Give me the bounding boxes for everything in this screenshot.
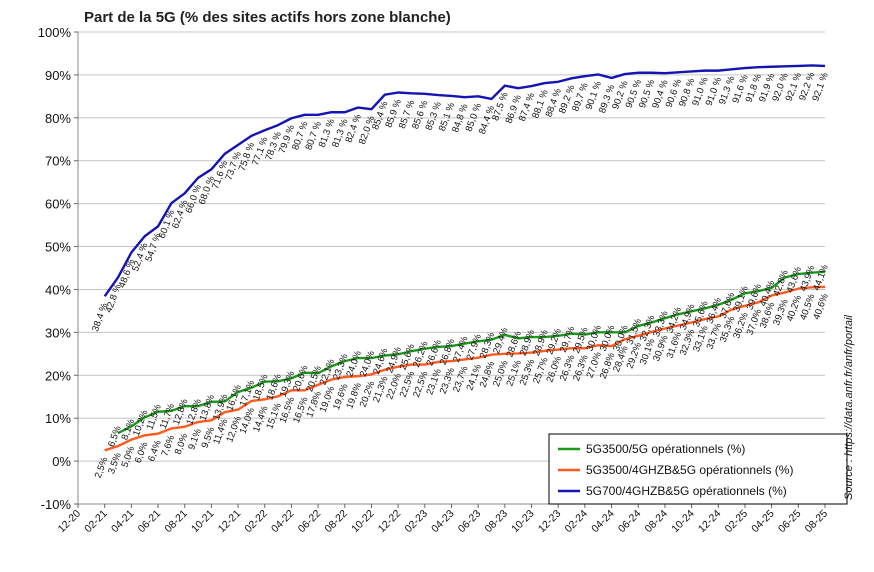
x-tick-label: 04-23: [429, 508, 457, 536]
legend-label-5g3500-5g: 5G3500/5G opérationnels (%): [586, 442, 745, 456]
y-tick-label: 80%: [45, 111, 71, 126]
x-tick-label: 04-24: [589, 508, 617, 536]
x-tick-label: 08-25: [803, 508, 831, 536]
legend-label-5g3500-4ghzb: 5G3500/4GHZB&5G opérationnels (%): [586, 463, 793, 477]
x-tick-label: 04-21: [109, 508, 137, 536]
x-tick-label: 06-22: [296, 508, 324, 536]
y-tick-label: 0%: [52, 454, 71, 469]
x-tick-label: 10-21: [189, 508, 217, 536]
source-note: Source : https://data.anfr.fr/anfr/porta…: [843, 315, 855, 500]
x-tick-label: 06-25: [776, 508, 804, 536]
x-tick-label: 10-22: [349, 508, 377, 536]
y-tick-label: 20%: [45, 368, 71, 383]
x-axis-ticks: 12-20 02-21 04-21 06-21 08-21 10-21 12-21 02-22…: [56, 504, 831, 536]
x-tick-label: 10-23: [509, 508, 537, 536]
x-tick-label: 06-24: [616, 508, 644, 536]
x-tick-label: 08-23: [483, 508, 511, 536]
x-tick-label: 02-22: [242, 508, 270, 536]
y-axis-ticks: -10% 0% 10% 20% 30% 40% 50% 60% 70% 80% 90% 100%: [38, 25, 72, 512]
x-tick-label: 02-25: [723, 508, 751, 536]
y-tick-label: 90%: [45, 68, 71, 83]
x-tick-label: 02-23: [402, 508, 430, 536]
x-tick-label: 04-25: [749, 508, 777, 536]
x-tick-label: 12-23: [536, 508, 564, 536]
y-tick-label: 40%: [45, 282, 71, 297]
grid-lines: [74, 31, 825, 505]
x-tick-label: 12-21: [216, 508, 244, 536]
legend: 5G3500/5G opérationnels (%) 5G3500/4GHZB…: [548, 433, 848, 505]
y-tick-label: 60%: [45, 197, 71, 212]
series-lines: [103, 64, 826, 452]
x-tick-label: 02-21: [82, 508, 110, 536]
y-tick-label: 70%: [45, 154, 71, 169]
x-tick-label: 02-24: [563, 508, 591, 536]
x-tick-label: 08-24: [643, 508, 671, 536]
y-tick-label: -10%: [41, 497, 72, 512]
series-line-1: [104, 285, 826, 452]
x-tick-label: 06-21: [136, 508, 164, 536]
x-tick-label: 12-24: [696, 508, 724, 536]
series-line-0: [117, 270, 826, 435]
y-tick-label: 50%: [45, 240, 71, 255]
x-tick-label: 04-22: [269, 508, 297, 536]
chart-title: Part de la 5G (% des sites actifs hors z…: [84, 9, 451, 26]
y-tick-label: 10%: [45, 411, 71, 426]
x-tick-label: 10-24: [669, 508, 697, 536]
x-tick-label: 08-22: [322, 508, 350, 536]
series-line-2: [103, 64, 826, 298]
legend-label-5g700-4ghzb: 5G700/4GHZB&5G opérationnels (%): [586, 484, 787, 498]
y-tick-label: 100%: [38, 25, 72, 40]
x-tick-label: 12-22: [376, 508, 404, 536]
legend-box: [548, 433, 848, 505]
y-tick-label: 30%: [45, 325, 71, 340]
x-tick-label: 08-21: [162, 508, 190, 536]
x-tick-label: 06-23: [456, 508, 484, 536]
